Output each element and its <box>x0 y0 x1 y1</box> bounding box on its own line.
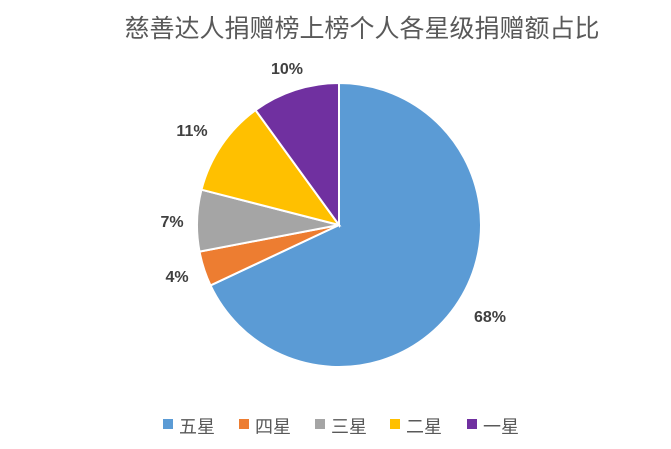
data-label-2: 4% <box>165 269 188 286</box>
pie-data-labels: 68% 4% 7% 11% 10% <box>160 61 506 326</box>
pie-slice-5 <box>254 81 340 229</box>
chart-title: 慈善达人捐赠榜上榜个人各星级捐赠额占比 <box>124 14 599 43</box>
legend-label-4: 二星 <box>406 417 442 438</box>
pie-slice-1 <box>209 81 482 368</box>
pie-slices <box>196 81 482 368</box>
legend-swatch-3 <box>315 419 325 429</box>
legend-swatch-1 <box>163 419 173 429</box>
legend-swatch-4 <box>390 419 400 429</box>
legend-label-1: 五星 <box>179 417 215 438</box>
legend-label-5: 一星 <box>483 417 519 438</box>
legend-label-2: 四星 <box>255 417 291 438</box>
data-label-1: 68% <box>474 309 506 326</box>
legend-swatch-2 <box>239 419 249 429</box>
data-label-3: 7% <box>160 214 183 231</box>
legend: 五星 四星 三星 二星 一星 <box>163 417 519 438</box>
data-label-4: 11% <box>176 123 207 140</box>
legend-label-3: 三星 <box>331 417 367 438</box>
data-label-5: 10% <box>271 61 303 78</box>
legend-swatch-5 <box>467 419 477 429</box>
pie-slice-4 <box>200 108 342 227</box>
